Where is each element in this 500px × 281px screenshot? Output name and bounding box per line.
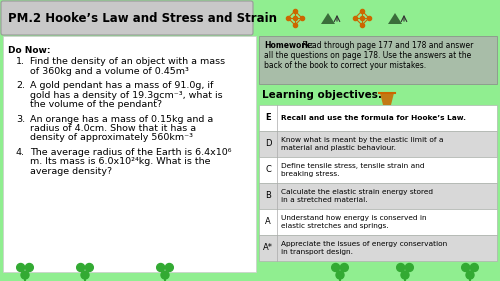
Text: A gold pendant has a mass of 91.0g, if: A gold pendant has a mass of 91.0g, if xyxy=(30,81,214,90)
Text: in a stretched material.: in a stretched material. xyxy=(281,197,368,203)
Circle shape xyxy=(16,264,24,271)
Bar xyxy=(3,36,256,272)
Polygon shape xyxy=(380,93,394,105)
Circle shape xyxy=(401,271,409,279)
Text: gold has a density of 19.3gcm⁻³, what is: gold has a density of 19.3gcm⁻³, what is xyxy=(30,90,222,99)
Text: D: D xyxy=(265,139,271,148)
Text: Know what is meant by the elastic limit of a: Know what is meant by the elastic limit … xyxy=(281,137,444,143)
Text: Define tensile stress, tensile strain and: Define tensile stress, tensile strain an… xyxy=(281,163,424,169)
Text: C: C xyxy=(265,166,271,175)
Bar xyxy=(259,235,497,261)
Text: Understand how energy is conserved in: Understand how energy is conserved in xyxy=(281,215,426,221)
Text: 1.: 1. xyxy=(16,57,25,66)
Text: m. Its mass is 6.0x10²⁴kg. What is the: m. Its mass is 6.0x10²⁴kg. What is the xyxy=(30,157,210,167)
Circle shape xyxy=(336,271,344,279)
Bar xyxy=(259,209,497,235)
Circle shape xyxy=(340,264,348,271)
Text: in transport design.: in transport design. xyxy=(281,249,353,255)
Text: 4.: 4. xyxy=(16,148,25,157)
Text: Recall and use the formula for Hooke’s Law.: Recall and use the formula for Hooke’s L… xyxy=(281,115,466,121)
Polygon shape xyxy=(321,13,335,24)
Text: Learning objectives:: Learning objectives: xyxy=(262,90,382,100)
Text: Do Now:: Do Now: xyxy=(8,46,50,55)
Circle shape xyxy=(462,264,469,271)
Circle shape xyxy=(76,264,84,271)
Text: PM.2 Hooke’s Law and Stress and Strain: PM.2 Hooke’s Law and Stress and Strain xyxy=(8,12,277,26)
Text: all the questions on page 178. Use the answers at the: all the questions on page 178. Use the a… xyxy=(264,51,471,60)
Text: breaking stress.: breaking stress. xyxy=(281,171,340,177)
Text: material and plastic behaviour.: material and plastic behaviour. xyxy=(281,145,396,151)
Text: back of the book to correct your mistakes.: back of the book to correct your mistake… xyxy=(264,61,426,70)
Text: Homework:: Homework: xyxy=(264,41,314,50)
Text: E: E xyxy=(265,114,271,123)
Circle shape xyxy=(86,264,94,271)
Circle shape xyxy=(81,271,89,279)
Circle shape xyxy=(406,264,413,271)
Text: An orange has a mass of 0.15kg and a: An orange has a mass of 0.15kg and a xyxy=(30,114,213,124)
Text: Appreciate the issues of energy conservation: Appreciate the issues of energy conserva… xyxy=(281,241,448,247)
Bar xyxy=(259,131,497,157)
Text: of 360kg and a volume of 0.45m³: of 360kg and a volume of 0.45m³ xyxy=(30,67,189,76)
Circle shape xyxy=(466,271,474,279)
Text: density of approximately 560km⁻³: density of approximately 560km⁻³ xyxy=(30,133,193,142)
Polygon shape xyxy=(388,13,402,24)
Text: Calculate the elastic strain energy stored: Calculate the elastic strain energy stor… xyxy=(281,189,433,195)
Text: Find the density of an object with a mass: Find the density of an object with a mas… xyxy=(30,57,225,66)
Circle shape xyxy=(332,264,340,271)
Circle shape xyxy=(161,271,169,279)
Text: The average radius of the Earth is 6.4x10⁶: The average radius of the Earth is 6.4x1… xyxy=(30,148,232,157)
Circle shape xyxy=(26,264,34,271)
Circle shape xyxy=(470,264,478,271)
FancyBboxPatch shape xyxy=(1,1,253,35)
Circle shape xyxy=(166,264,173,271)
Text: 2.: 2. xyxy=(16,81,25,90)
Circle shape xyxy=(396,264,404,271)
Text: the volume of the pendant?: the volume of the pendant? xyxy=(30,100,162,109)
Text: 3.: 3. xyxy=(16,114,25,124)
Bar xyxy=(259,183,497,209)
Text: A*: A* xyxy=(263,244,273,253)
Bar xyxy=(259,157,497,183)
Text: elastic stretches and springs.: elastic stretches and springs. xyxy=(281,223,388,229)
Text: B: B xyxy=(265,191,271,201)
Text: Read through page 177 and 178 and answer: Read through page 177 and 178 and answer xyxy=(300,41,474,50)
Bar xyxy=(259,36,497,84)
Text: radius of 4.0cm. Show that it has a: radius of 4.0cm. Show that it has a xyxy=(30,124,196,133)
Circle shape xyxy=(156,264,164,271)
Circle shape xyxy=(21,271,29,279)
Text: A: A xyxy=(265,217,271,226)
Text: average density?: average density? xyxy=(30,167,112,176)
Bar xyxy=(259,105,497,131)
